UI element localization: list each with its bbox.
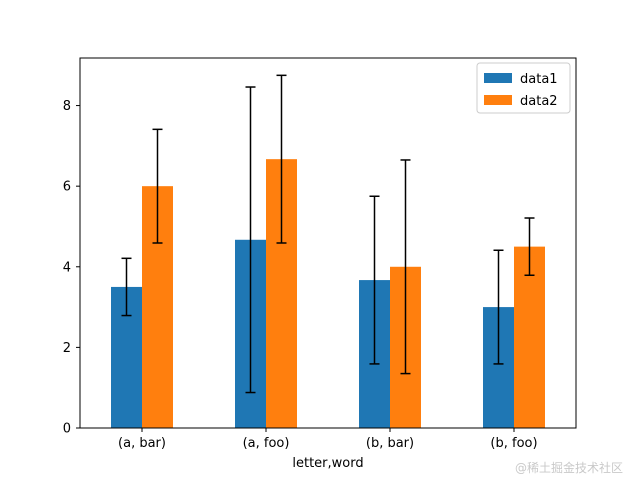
x-axis: (a, bar) (a, foo) (b, bar) (b, foo) <box>118 428 538 451</box>
legend-swatch-data2 <box>484 95 512 105</box>
bar-data2-4 <box>514 246 545 428</box>
legend: data1 data2 <box>476 62 571 114</box>
x-tick-label-1: (a, bar) <box>118 436 166 451</box>
y-tick-label-3: 4 <box>63 260 71 275</box>
y-tick-label-1: 0 <box>63 422 71 437</box>
x-axis-label: letter,word <box>292 456 363 471</box>
plot-frame <box>79 57 577 429</box>
y-tick-label-2: 2 <box>63 341 71 356</box>
x-tick-label-4: (b, foo) <box>490 436 537 451</box>
legend-swatch-data1 <box>484 73 512 83</box>
y-tick-label-4: 6 <box>63 180 71 195</box>
x-tick-label-2: (a, foo) <box>243 436 290 451</box>
watermark: @稀土掘金技术社区 <box>515 461 624 475</box>
legend-label-data2: data2 <box>520 94 558 109</box>
x-tick-label-3: (b, bar) <box>366 436 414 451</box>
legend-label-data1: data1 <box>520 72 558 87</box>
error-bars-layer <box>121 74 535 394</box>
y-tick-label-5: 8 <box>63 99 71 114</box>
y-axis: 0 2 4 6 8 <box>63 99 80 437</box>
